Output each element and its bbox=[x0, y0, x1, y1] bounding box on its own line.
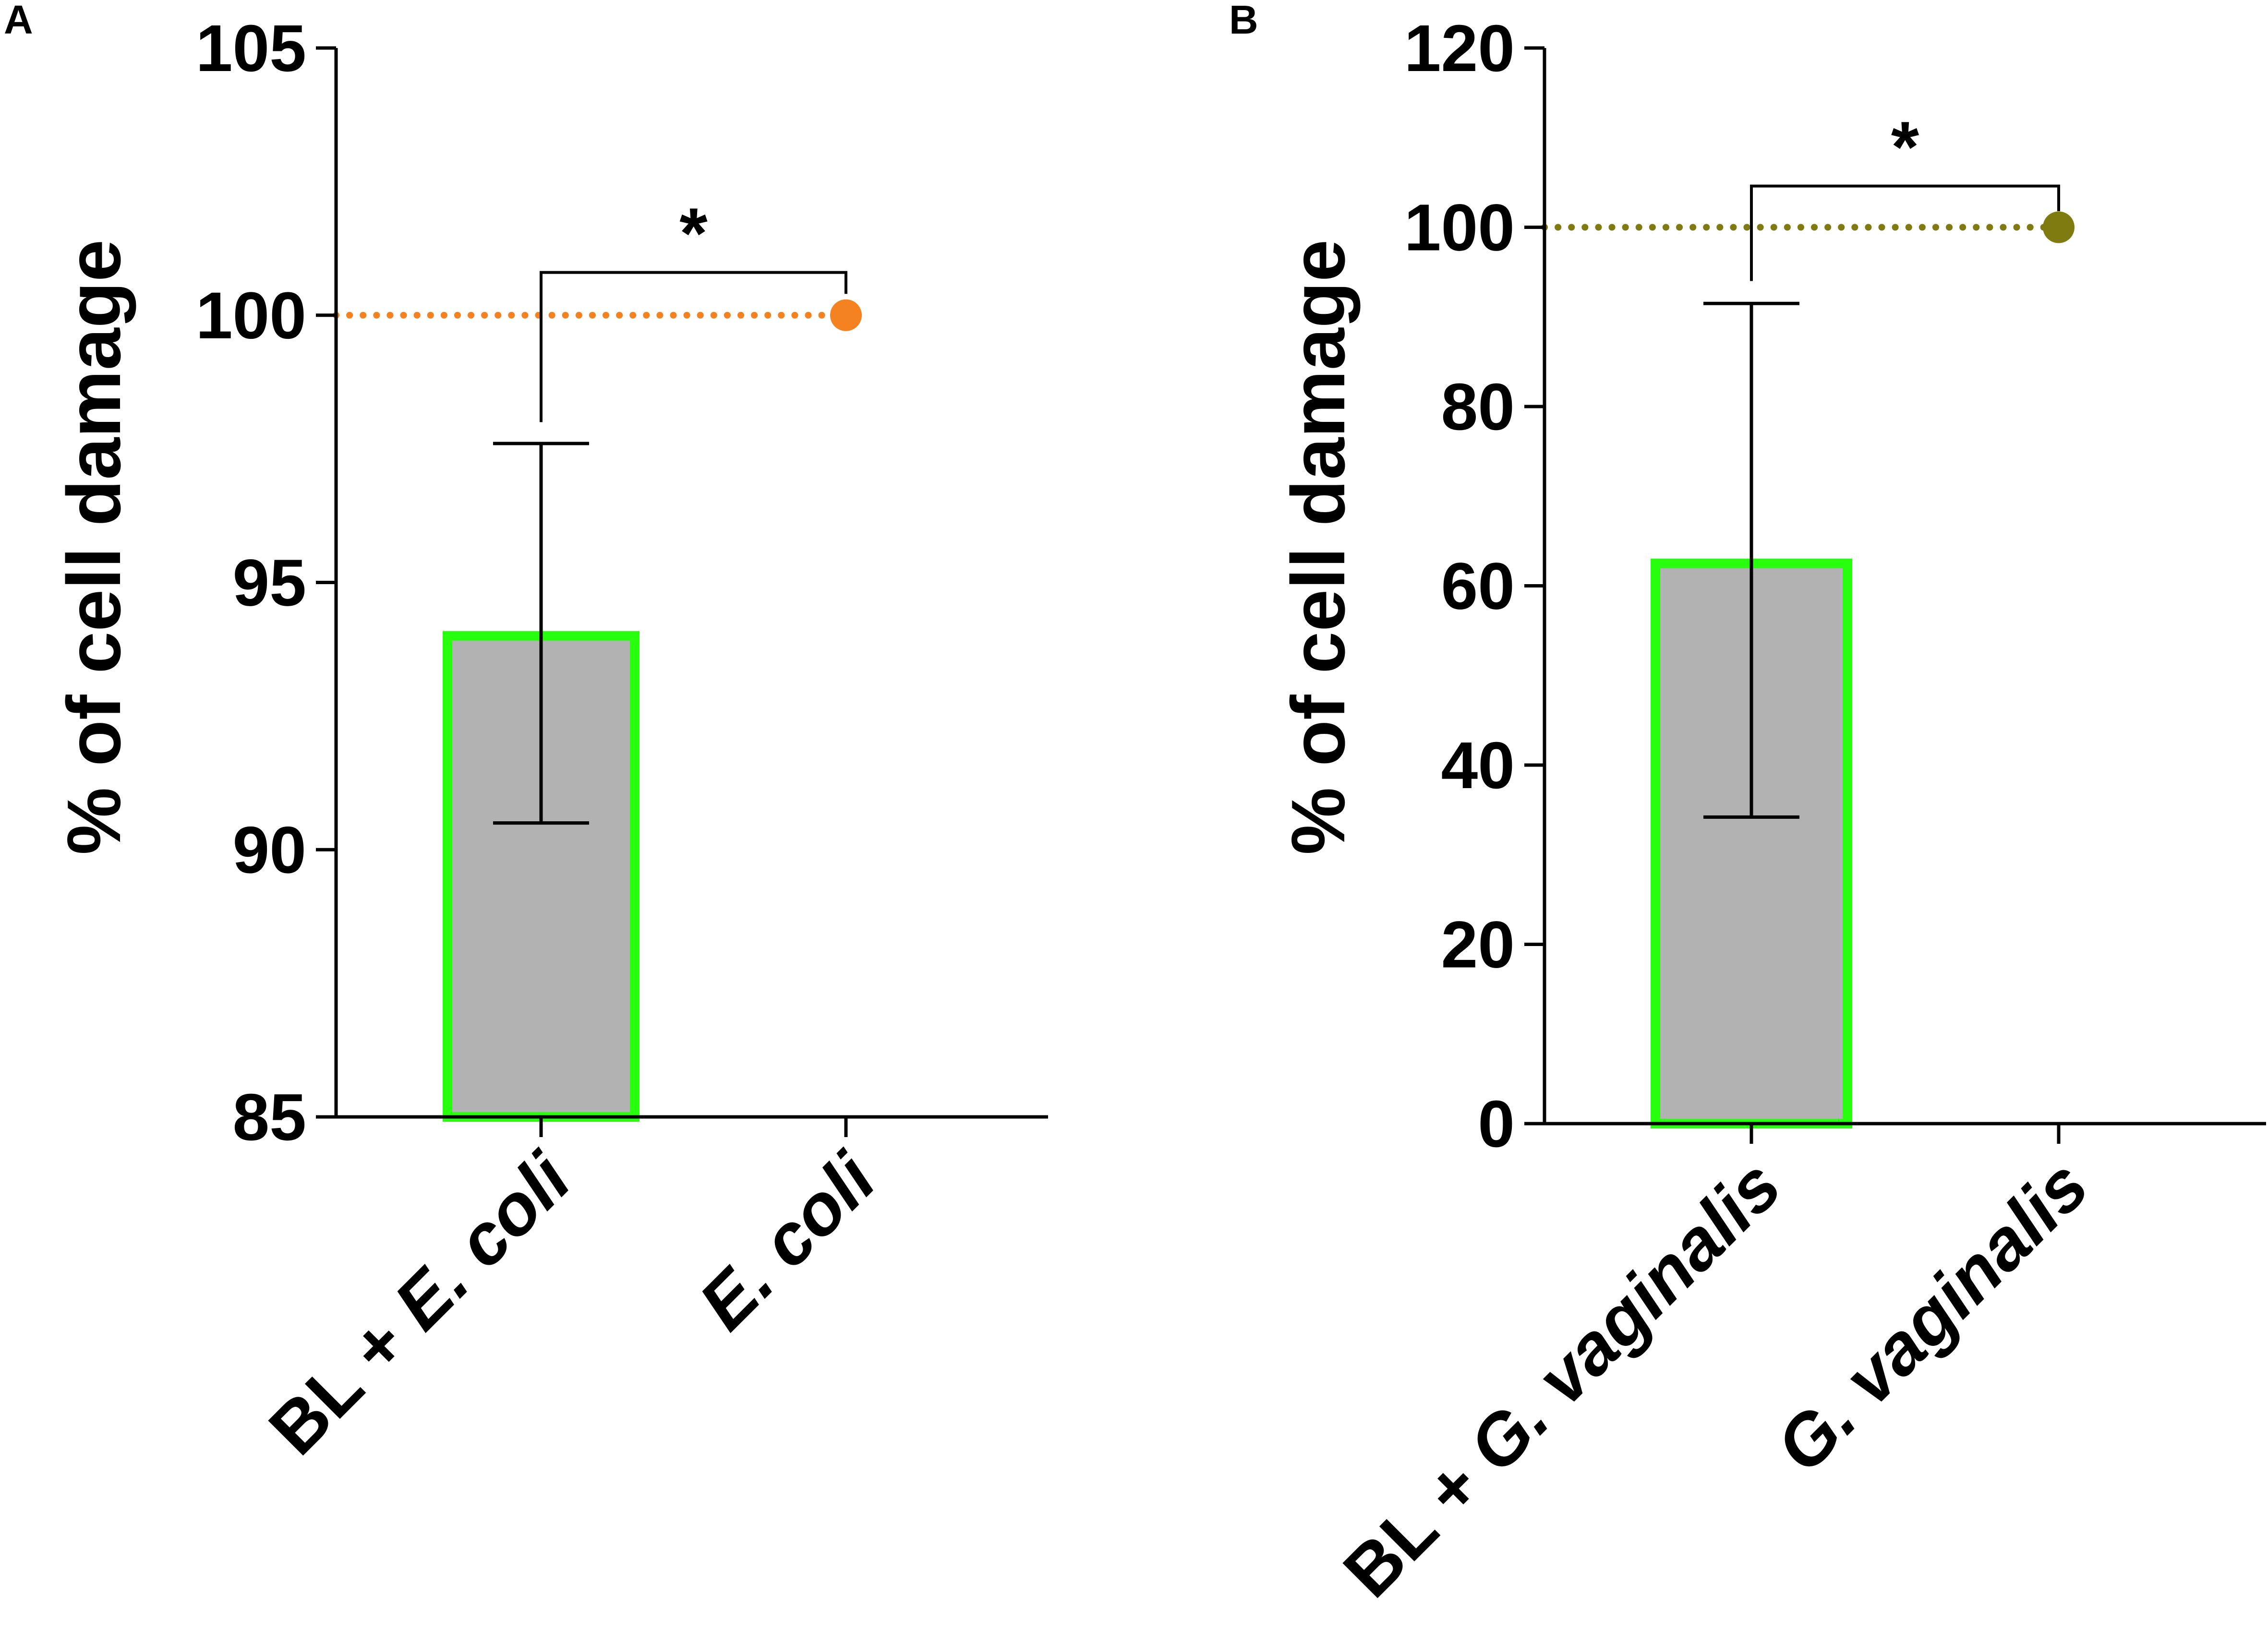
y-axis-title: % of cell damage bbox=[1276, 240, 1361, 855]
category-label: G. vaginalis bbox=[1760, 1145, 2103, 1487]
y-tick-label: 105 bbox=[196, 12, 306, 85]
y-tick-label: 0 bbox=[1478, 1087, 1515, 1161]
panel-label: A bbox=[4, 0, 33, 42]
category-label-species: G. vaginalis bbox=[1760, 1145, 2103, 1487]
y-tick-label: 60 bbox=[1441, 550, 1515, 623]
significance-asterisk: * bbox=[1891, 107, 1919, 187]
y-tick-label: 120 bbox=[1404, 12, 1515, 85]
y-tick-label: 20 bbox=[1441, 908, 1515, 982]
category-label-species: G. vaginalis bbox=[1453, 1145, 1796, 1487]
category-label: BL + G. vaginalis bbox=[1328, 1145, 1796, 1613]
reference-point bbox=[830, 299, 862, 331]
y-tick-label: 80 bbox=[1441, 370, 1515, 444]
significance-bracket bbox=[540, 271, 847, 422]
y-tick-label: 100 bbox=[1404, 191, 1515, 265]
y-axis-title: % of cell damage bbox=[52, 240, 136, 855]
category-label-species: E. coli bbox=[378, 1137, 587, 1345]
significance-asterisk: * bbox=[679, 193, 708, 274]
panel-label: B bbox=[1229, 0, 1258, 42]
y-tick-label: 100 bbox=[196, 279, 306, 353]
category-label-species: E. coli bbox=[683, 1137, 892, 1345]
panel-a: A * 85 90 95 100 105 % of cell damage BL + E. co… bbox=[4, 0, 1048, 1470]
y-tick-label: 95 bbox=[233, 546, 307, 620]
y-tick-label: 40 bbox=[1441, 729, 1515, 803]
category-label: E. coli bbox=[683, 1137, 892, 1345]
reference-point bbox=[2043, 211, 2075, 243]
panel-b: B * 0 20 40 60 80 100 120 % of cell damage BL + G.… bbox=[1229, 0, 2266, 1612]
y-tick-label: 90 bbox=[233, 813, 307, 887]
significance-bracket bbox=[1750, 184, 2060, 281]
category-label: BL + E. coli bbox=[253, 1137, 587, 1470]
y-tick-label: 85 bbox=[233, 1080, 307, 1154]
